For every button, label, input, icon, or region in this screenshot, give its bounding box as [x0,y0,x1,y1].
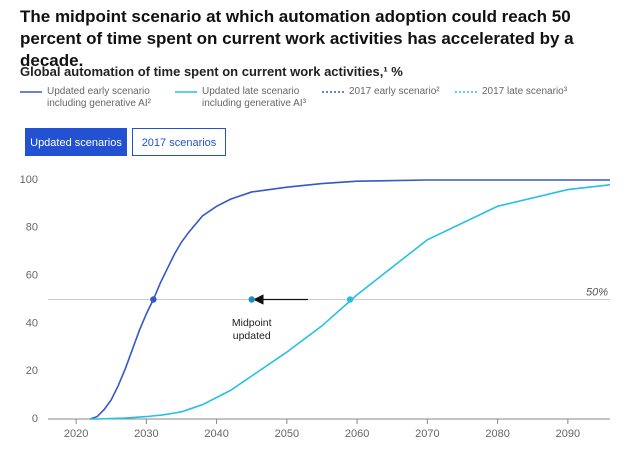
x-tick-label: 2020 [64,428,88,440]
y-tick-label: 20 [26,365,38,377]
legend-label: 2017 late scenario³ [482,86,568,97]
legend-label: Updated early scenario including generat… [47,86,151,109]
x-tick-label: 2030 [134,428,158,440]
midpoint-marker [150,296,157,303]
legend-label: 2017 early scenario² [349,86,440,97]
tab-button[interactable]: Updated scenarios [25,128,127,156]
y-tick-label: 0 [32,413,38,425]
x-tick-label: 2050 [275,428,299,440]
x-tick-label: 2090 [556,428,580,440]
legend-label: Updated late scenario including generati… [202,86,306,109]
tab-button[interactable]: 2017 scenarios [132,128,226,156]
y-tick-label: 80 [26,222,38,234]
x-tick-label: 2070 [415,428,439,440]
annotation: Midpoint updated [231,316,272,342]
y-tick-label: 100 [20,174,38,186]
chart-title: The midpoint scenario at which automatio… [20,7,574,70]
x-tick-label: 2060 [345,428,369,440]
midpoint-marker [248,296,255,303]
x-tick-label: 2080 [485,428,509,440]
midpoint-marker [346,296,354,303]
series-line [89,179,610,420]
x-tick-label: 2040 [204,428,228,440]
y-tick-label: 40 [26,317,38,329]
y-tick-label: 60 [26,270,38,282]
chart-subtitle: Global automation of time spent on curre… [20,64,403,79]
reference-label: 50% [586,286,608,298]
